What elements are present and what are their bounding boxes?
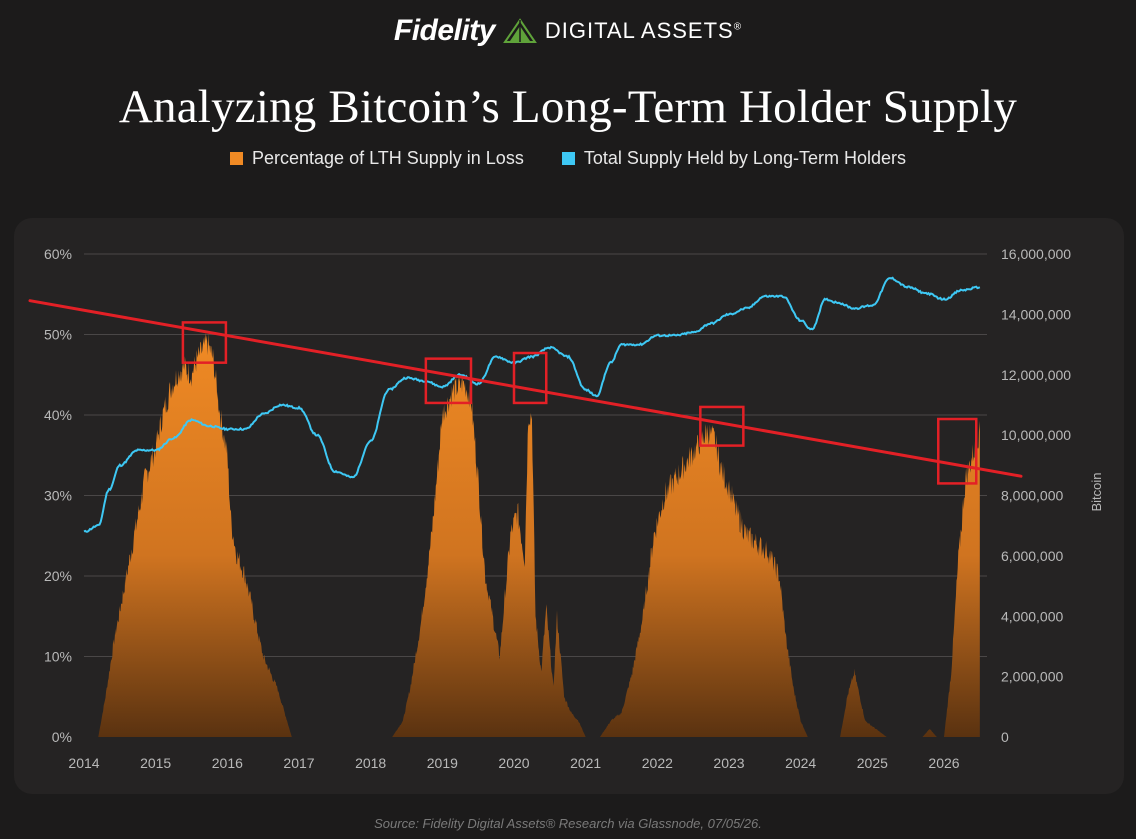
supply-line bbox=[83, 276, 981, 533]
x-tick-label: 2014 bbox=[68, 755, 99, 771]
right-tick-label: 6,000,000 bbox=[1001, 548, 1063, 564]
chart-legend: Percentage of LTH Supply in Loss Total S… bbox=[0, 148, 1136, 169]
highlight-box bbox=[424, 357, 473, 405]
highlight-box bbox=[699, 405, 745, 447]
left-axis-ticks: 0% 10% 20% 30% 40% 50% 60% bbox=[44, 246, 72, 745]
right-tick-label: 16,000,000 bbox=[1001, 246, 1071, 262]
x-tick-label: 2016 bbox=[212, 755, 243, 771]
legend-label-supply: Total Supply Held by Long-Term Holders bbox=[583, 148, 906, 168]
right-tick-label: 4,000,000 bbox=[1001, 608, 1063, 624]
x-tick-label: 2025 bbox=[857, 755, 888, 771]
right-axis-title: Bitcoin bbox=[1089, 472, 1104, 511]
left-tick-label: 0% bbox=[52, 729, 72, 745]
left-tick-label: 40% bbox=[44, 407, 72, 423]
left-tick-label: 20% bbox=[44, 568, 72, 584]
x-tick-label: 2026 bbox=[928, 755, 959, 771]
x-tick-label: 2024 bbox=[785, 755, 816, 771]
x-tick-label: 2018 bbox=[355, 755, 386, 771]
legend-swatch-orange bbox=[230, 152, 243, 165]
highlight-boxes bbox=[181, 321, 978, 485]
brand-subtitle: DIGITAL ASSETS® bbox=[544, 18, 743, 43]
x-tick-label: 2017 bbox=[283, 755, 314, 771]
trendline bbox=[28, 299, 1023, 478]
x-tick-label: 2020 bbox=[498, 755, 529, 771]
highlight-box bbox=[181, 321, 228, 364]
supply-line-layer bbox=[83, 276, 981, 533]
loss-area bbox=[84, 332, 980, 737]
right-axis-ticks: 0 2,000,000 4,000,000 6,000,000 8,000,000 10,… bbox=[1001, 246, 1071, 745]
source-note: Source: Fidelity Digital Assets® Researc… bbox=[374, 816, 762, 831]
right-tick-label: 0 bbox=[1001, 729, 1009, 745]
legend-item-loss: Percentage of LTH Supply in Loss bbox=[230, 148, 524, 169]
right-tick-label: 14,000,000 bbox=[1001, 306, 1071, 322]
brand-name: Fidelity bbox=[393, 14, 496, 47]
left-tick-label: 50% bbox=[44, 327, 72, 343]
x-axis-ticks: 2014 2015 2016 2017 2018 2019 2020 2021 2022 2023… bbox=[68, 755, 959, 771]
chart-title: Analyzing Bitcoin’s Long-Term Holder Sup… bbox=[118, 81, 1018, 133]
loss-area-layer bbox=[84, 332, 980, 737]
right-tick-label: 8,000,000 bbox=[1001, 488, 1063, 504]
x-tick-label: 2019 bbox=[427, 755, 458, 771]
right-tick-label: 12,000,000 bbox=[1001, 367, 1071, 383]
legend-label-loss: Percentage of LTH Supply in Loss bbox=[252, 148, 524, 168]
x-tick-label: 2021 bbox=[570, 755, 601, 771]
right-tick-label: 2,000,000 bbox=[1001, 669, 1063, 685]
highlight-box bbox=[512, 351, 548, 405]
brand-logo: Fidelity DIGITAL ASSETS® bbox=[0, 14, 1136, 48]
pyramid-icon bbox=[502, 18, 537, 43]
x-tick-label: 2023 bbox=[713, 755, 744, 771]
legend-item-supply: Total Supply Held by Long-Term Holders bbox=[561, 148, 906, 169]
x-tick-label: 2022 bbox=[642, 755, 673, 771]
legend-swatch-blue bbox=[561, 152, 575, 165]
highlight-box bbox=[937, 417, 978, 485]
right-tick-label: 10,000,000 bbox=[1001, 427, 1071, 443]
left-tick-label: 60% bbox=[44, 246, 72, 262]
left-tick-label: 10% bbox=[44, 649, 72, 665]
trendline-layer bbox=[28, 299, 1023, 478]
left-tick-label: 30% bbox=[44, 488, 72, 504]
x-tick-label: 2015 bbox=[140, 755, 171, 771]
